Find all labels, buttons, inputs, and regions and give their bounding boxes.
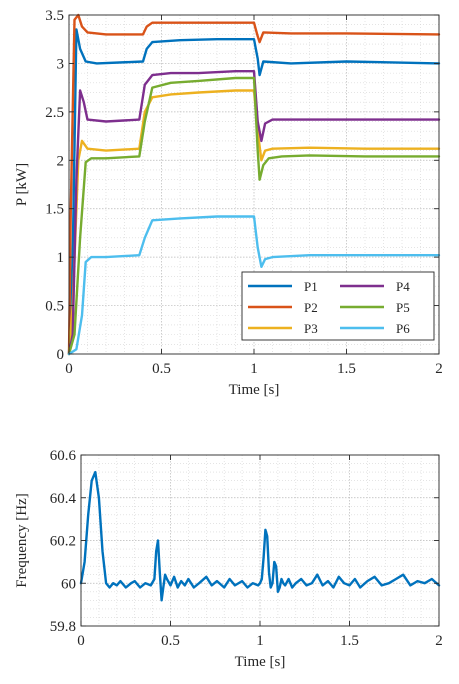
legend-label: P6 [396, 321, 410, 336]
x-tick-label: 1 [250, 361, 258, 377]
y-tick-label: 0 [57, 347, 65, 363]
x-tick-label: 0.5 [152, 361, 171, 377]
legend: P1 P4 P2 P5 P3 P6 [241, 271, 435, 341]
legend-label: P1 [304, 279, 318, 294]
series-line-p5 [67, 76, 441, 356]
series-line-p3 [67, 89, 441, 356]
x-tick-label: 2 [435, 633, 443, 649]
y-tick-label: 59.8 [50, 619, 76, 635]
y-tick-label: 2 [57, 153, 65, 169]
legend-label: P4 [396, 279, 410, 294]
y-tick-label: 2.5 [45, 105, 64, 121]
y-tick-label: 60.4 [50, 491, 77, 507]
x-axis-label: Time [s] [229, 382, 280, 398]
x-tick-label: 1.5 [340, 633, 359, 649]
y-tick-label: 3.5 [45, 8, 64, 24]
frequency-chart: 0 0.5 1 1.5 2 59.8 60 60.2 60.4 60.6 Time [s] Frequ… [14, 448, 443, 670]
grid [81, 455, 439, 626]
x-tick-label: 2 [435, 361, 443, 377]
y-tick-label: 0.5 [45, 299, 64, 315]
x-tick-label: 0 [65, 361, 73, 377]
legend-label: P2 [304, 300, 318, 315]
y-tick-label: 60.2 [50, 534, 76, 550]
legend-label: P5 [396, 300, 410, 315]
series-line-p4 [67, 69, 441, 356]
y-tick-label: 1 [57, 250, 65, 266]
y-tick-label: 60 [61, 576, 76, 592]
x-tick-label: 1 [256, 633, 264, 649]
x-tick-label: 0.5 [161, 633, 180, 649]
series-line-frequency [79, 470, 441, 602]
y-tick-label: 3 [57, 56, 65, 72]
x-tick-label: 0 [77, 633, 85, 649]
legend-label: P3 [304, 321, 318, 336]
x-tick-label: 1.5 [337, 361, 356, 377]
y-tick-label: 1.5 [45, 202, 64, 218]
y-tick-label: 60.6 [50, 448, 77, 464]
series-line-p1 [67, 28, 441, 356]
y-axis-label: P [kW] [14, 163, 30, 206]
x-axis-label: Time [s] [235, 654, 286, 670]
y-axis-label: Frequency [Hz] [14, 493, 30, 588]
series-line-p6 [67, 215, 441, 356]
